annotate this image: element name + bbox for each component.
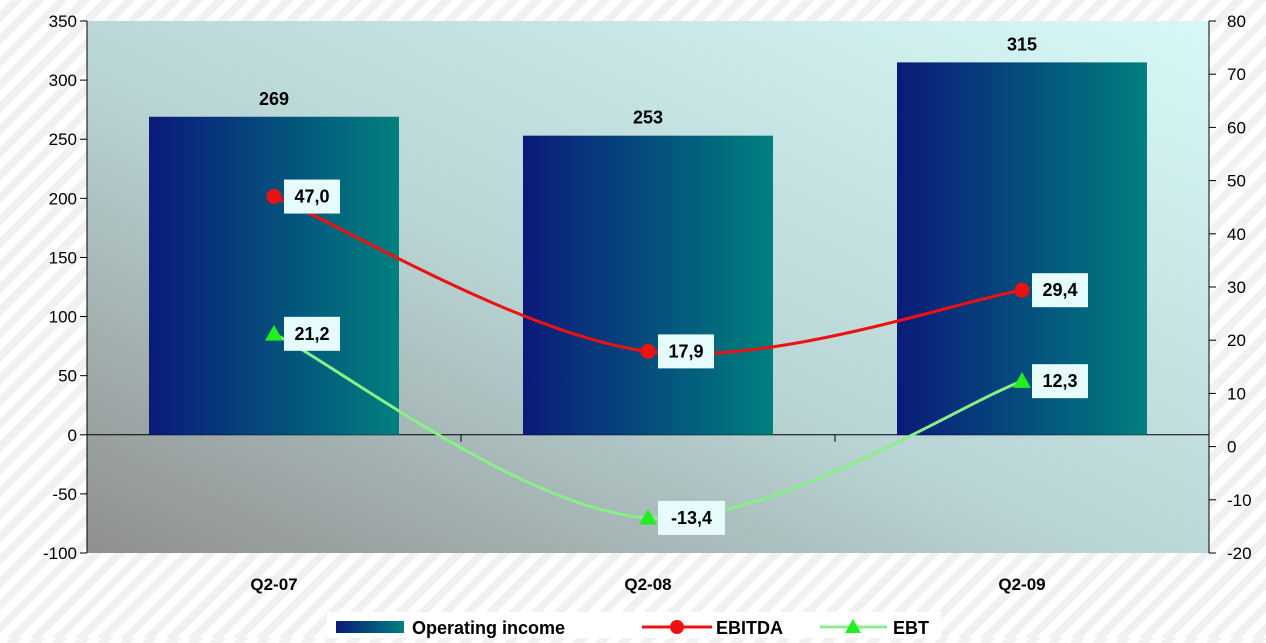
- bar-value-label: 315: [1007, 34, 1037, 54]
- marker-ebitda: [640, 343, 656, 359]
- point-label-ebt-bg: [284, 316, 340, 351]
- legend-swatch-operating-income: [336, 621, 404, 633]
- y-left-tick-label: -50: [52, 485, 77, 504]
- point-label-ebt: 21,2: [294, 324, 329, 344]
- y-right-tick-label: 0: [1227, 438, 1236, 457]
- point-label-ebitda: 47,0: [294, 187, 329, 207]
- legend-label-ebitda: EBITDA: [716, 618, 783, 638]
- y-right-tick-label: 20: [1227, 331, 1246, 350]
- x-category-label: Q2-09: [998, 575, 1045, 594]
- point-label-ebitda-bg: [1032, 273, 1088, 308]
- point-label-ebitda: 29,4: [1042, 280, 1077, 300]
- y-left-tick-label: 350: [49, 12, 77, 31]
- y-right-tick-label: 30: [1227, 278, 1246, 297]
- legend-marker-ebt: [845, 619, 861, 633]
- y-left-tick-label: 200: [49, 189, 77, 208]
- point-label-ebitda: 17,9: [668, 341, 703, 361]
- point-label-ebt-bg: [658, 500, 725, 535]
- x-category-label: Q2-07: [250, 575, 297, 594]
- y-right-tick-label: 60: [1227, 118, 1246, 137]
- legend: Operating income EBITDA EBT: [327, 612, 941, 640]
- point-label-ebt: 12,3: [1042, 371, 1077, 391]
- y-left-tick-label: 0: [68, 426, 77, 445]
- y-left-tick-label: 250: [49, 130, 77, 149]
- y-left-tick-label: 100: [49, 308, 77, 327]
- point-label-ebt: -13,4: [671, 508, 712, 528]
- bar-operating-income: [149, 116, 399, 435]
- y-left-tick-label: 150: [49, 248, 77, 267]
- legend-label-operating-income: Operating income: [412, 618, 565, 638]
- marker-ebt: [639, 508, 657, 525]
- y-left-tick-label: 50: [58, 367, 77, 386]
- marker-ebt: [1013, 372, 1031, 388]
- y-right-tick-label: 80: [1227, 12, 1246, 31]
- x-category-label: Q2-08: [624, 575, 671, 594]
- bar-operating-income: [523, 135, 773, 435]
- y-right-tick-label: 10: [1227, 384, 1246, 403]
- y-left-tick-label: 300: [49, 71, 77, 90]
- marker-ebitda: [1014, 282, 1030, 298]
- bar-value-label: 269: [259, 89, 289, 109]
- marker-ebitda: [266, 189, 282, 205]
- y-right-tick-label: 40: [1227, 225, 1246, 244]
- bar-value-label: 253: [633, 108, 663, 128]
- y-left-tick-label: -100: [43, 544, 77, 563]
- point-label-ebitda-bg: [284, 179, 340, 214]
- marker-ebt: [265, 324, 283, 341]
- point-label-ebt-bg: [1032, 364, 1088, 399]
- legend-label-ebt: EBT: [893, 618, 929, 638]
- legend-marker-ebitda: [670, 620, 684, 634]
- y-right-tick-label: 50: [1227, 172, 1246, 191]
- y-right-tick-label: -10: [1227, 491, 1252, 510]
- point-label-ebitda-bg: [658, 334, 714, 369]
- y-right-tick-label: -20: [1227, 544, 1252, 563]
- y-right-tick-label: 70: [1227, 65, 1246, 84]
